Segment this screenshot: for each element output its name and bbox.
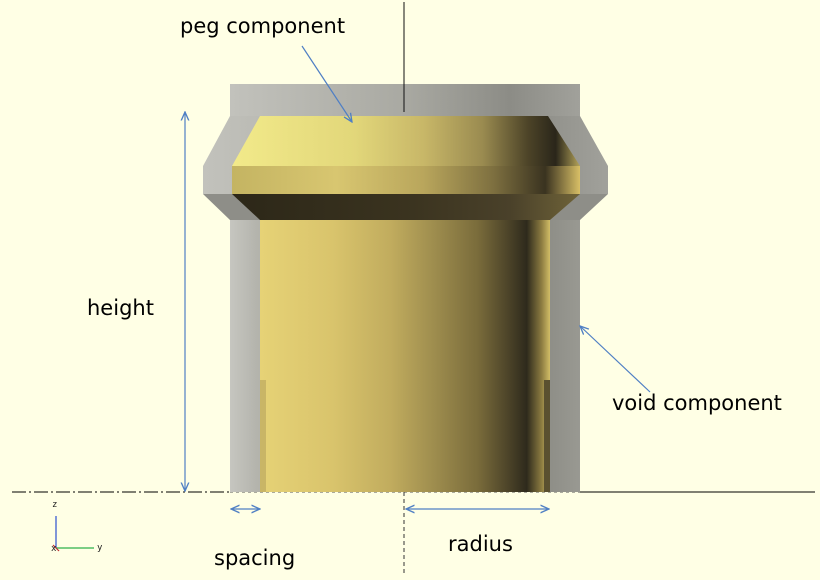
peg-component-arrow <box>301 45 352 122</box>
void-component-label: void component <box>612 391 782 415</box>
axes-widget <box>52 516 94 552</box>
peg-component-label: peg component <box>180 14 346 38</box>
peg-component <box>232 116 580 492</box>
z-axis-label: z <box>52 500 58 510</box>
spacing-label: spacing <box>214 546 296 570</box>
x-axis-line <box>52 544 60 552</box>
void-component-arrow <box>580 326 651 393</box>
y-axis-label: y <box>97 543 103 553</box>
x-axis-label: x <box>51 544 57 554</box>
height-label: height <box>87 296 154 320</box>
radius-label: radius <box>448 532 513 556</box>
annotation-arrows <box>185 45 651 509</box>
